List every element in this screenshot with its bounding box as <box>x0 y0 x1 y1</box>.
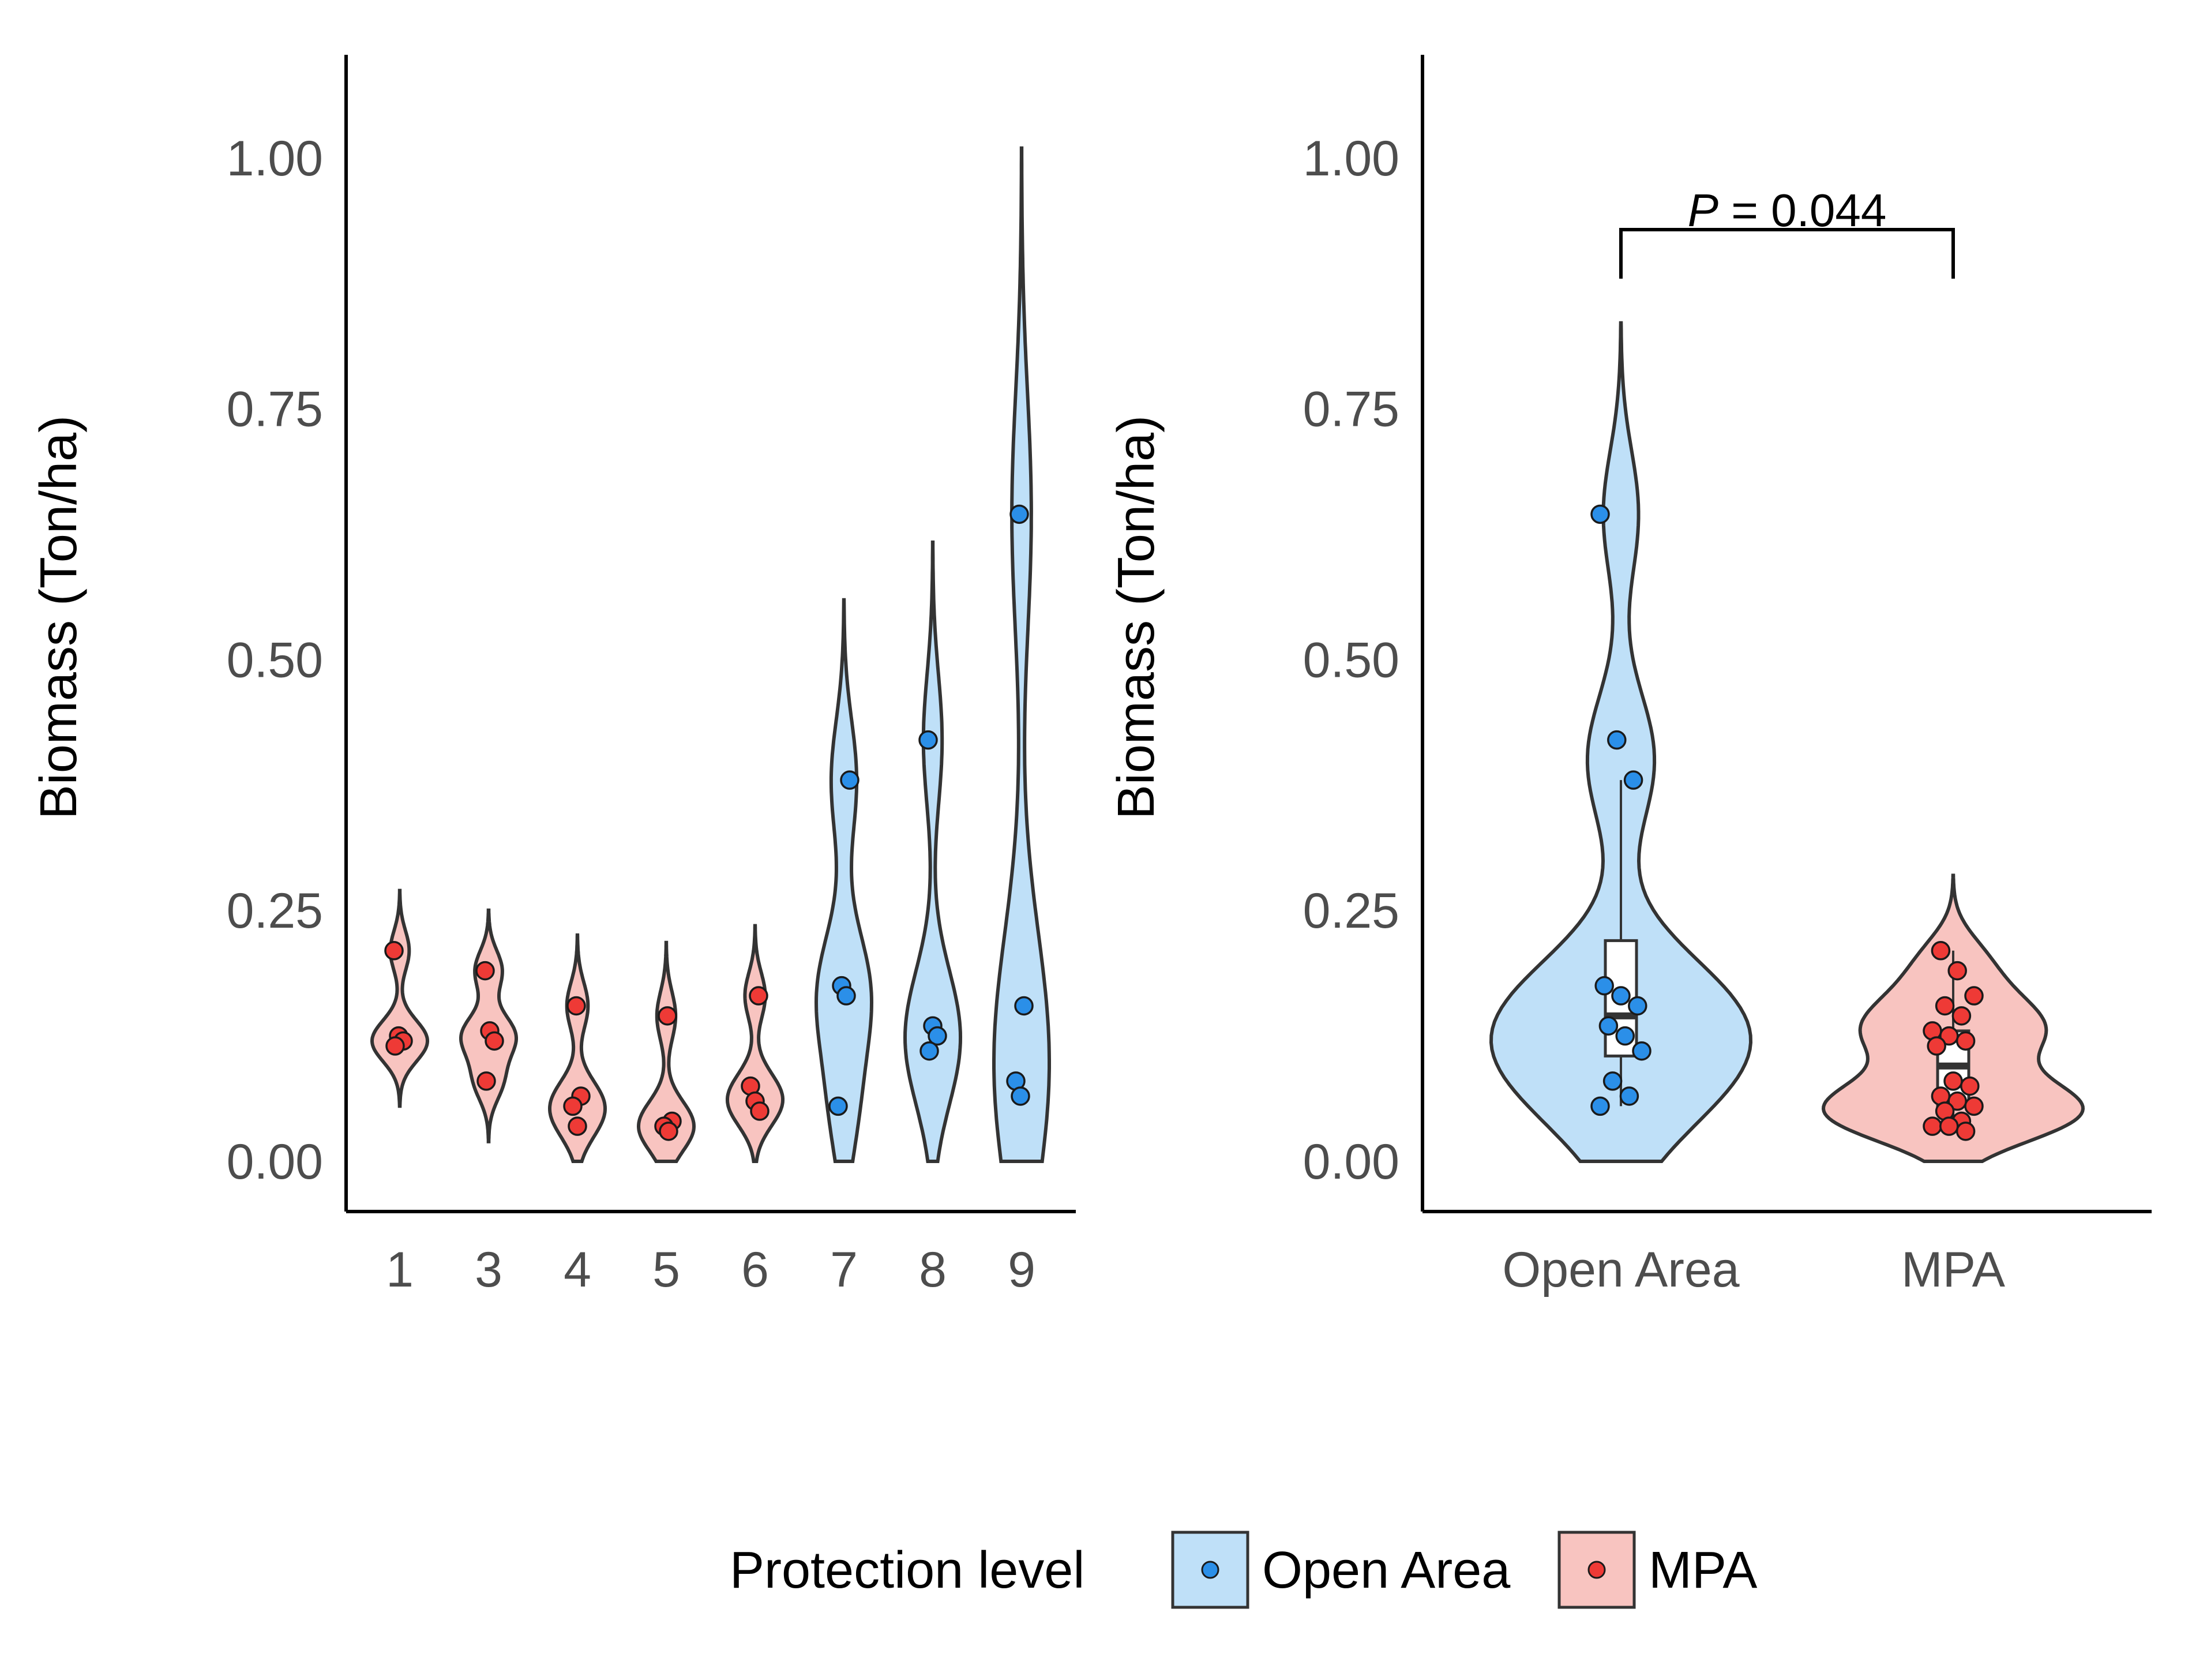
violin-5 <box>636 940 696 1163</box>
data-point <box>1623 770 1643 790</box>
data-point <box>1935 996 1955 1016</box>
x-tick-label: MPA <box>1901 1242 2006 1297</box>
data-point <box>1607 730 1627 750</box>
x-tick-label: 3 <box>475 1242 502 1297</box>
data-point <box>749 986 768 1006</box>
right-y-axis-title: Biomass (Ton/ha) <box>1108 415 1165 819</box>
violin-6 <box>726 924 785 1163</box>
data-point <box>476 1071 496 1091</box>
data-point <box>1927 1036 1946 1056</box>
data-point <box>836 986 856 1006</box>
data-point <box>1611 986 1631 1006</box>
data-point <box>919 1041 939 1061</box>
legend-key-mpa-point <box>1587 1561 1606 1579</box>
x-tick-label: 5 <box>652 1242 680 1297</box>
data-point <box>1939 1116 1959 1136</box>
legend-label-mpa: MPA <box>1649 1542 1757 1599</box>
data-point <box>1955 1031 1976 1051</box>
x-tick-label: 9 <box>1008 1242 1035 1297</box>
right-panel: Biomass (Ton/ha) 0.00 0.25 0.50 0.75 1.00 Ope… <box>1108 55 2152 1297</box>
data-point <box>1955 1122 1976 1141</box>
x-tick-label: 6 <box>741 1242 769 1297</box>
data-point <box>563 1096 583 1116</box>
data-point <box>659 1122 678 1141</box>
data-point <box>840 770 859 790</box>
y-tick-label: 0.50 <box>227 632 323 688</box>
legend: Protection level Open Area MPA <box>730 1531 1757 1609</box>
data-point <box>928 1026 947 1046</box>
data-point <box>1964 986 1984 1006</box>
y-tick-label: 0.50 <box>1303 632 1399 688</box>
left-panel: Biomass (Ton/ha) 0.00 0.25 0.50 0.75 1.00 1 3 4… <box>30 55 1076 1297</box>
y-tick-label: 0.00 <box>227 1134 323 1190</box>
x-tick-label: 4 <box>564 1242 591 1297</box>
significance-bracket <box>1619 228 1955 279</box>
data-point <box>1960 1076 1980 1096</box>
data-point <box>1923 1116 1942 1136</box>
data-point <box>1014 996 1034 1016</box>
p-value-annotation: P = 0.044 <box>1688 185 1887 236</box>
y-tick-label: 1.00 <box>227 131 323 186</box>
data-point <box>1590 1096 1610 1116</box>
left-y-axis-title: Biomass (Ton/ha) <box>30 415 88 819</box>
violin-8 <box>903 540 963 1163</box>
data-point <box>1931 941 1951 961</box>
data-point <box>1943 1071 1963 1091</box>
x-tick-label: 8 <box>919 1242 947 1297</box>
violin-1 <box>370 888 430 1108</box>
data-point <box>475 961 495 981</box>
y-tick-label: 0.75 <box>1303 382 1399 437</box>
x-tick-label: 1 <box>386 1242 414 1297</box>
legend-label-open-area: Open Area <box>1262 1542 1511 1599</box>
x-tick-label: 7 <box>830 1242 858 1297</box>
data-point <box>1590 504 1610 524</box>
data-point <box>1632 1041 1651 1061</box>
data-point <box>485 1031 504 1051</box>
data-point <box>1615 1026 1635 1046</box>
data-point <box>1628 996 1647 1016</box>
data-point <box>568 1116 587 1136</box>
violin-7 <box>814 598 874 1163</box>
data-point <box>1598 1016 1619 1036</box>
y-tick-label: 0.25 <box>1303 883 1399 939</box>
data-point <box>1951 1006 1972 1026</box>
data-point <box>1947 961 1967 981</box>
data-point <box>1964 1096 1984 1116</box>
data-point <box>566 996 586 1016</box>
y-tick-label: 1.00 <box>1303 131 1399 186</box>
data-point <box>750 1101 770 1121</box>
violin-9 <box>992 146 1051 1163</box>
y-tick-label: 0.25 <box>227 883 323 939</box>
data-point <box>1011 1086 1030 1106</box>
data-point <box>1619 1086 1639 1106</box>
data-point <box>385 1036 405 1056</box>
data-point <box>828 1096 848 1116</box>
data-point <box>1594 976 1614 996</box>
legend-key-open-area <box>1171 1531 1249 1609</box>
data-point <box>1602 1071 1623 1091</box>
x-tick-label: Open Area <box>1502 1242 1739 1297</box>
data-point <box>918 730 938 750</box>
data-point <box>384 941 404 961</box>
y-tick-label: 0.75 <box>227 382 323 437</box>
data-point <box>1009 504 1029 524</box>
data-point <box>658 1006 677 1026</box>
y-tick-label: 0.00 <box>1303 1134 1399 1190</box>
legend-title: Protection level <box>730 1542 1084 1599</box>
legend-key-open-area-point <box>1201 1561 1219 1579</box>
